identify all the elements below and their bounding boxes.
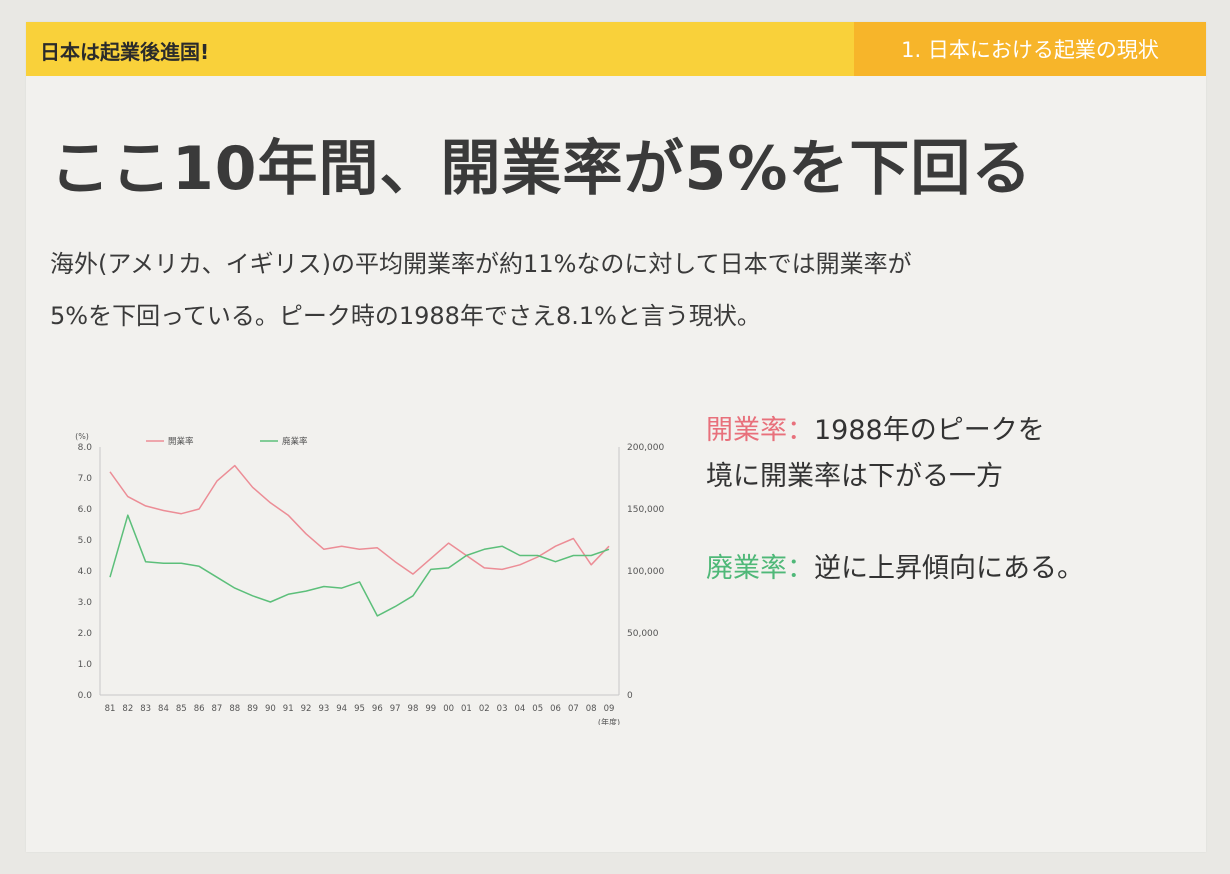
y2-tick-label: 0 <box>627 691 633 701</box>
x-tick-label: 94 <box>336 704 347 714</box>
y-unit-label: (%) <box>75 432 89 441</box>
header-bar: 日本は起業後進国! 1. 日本における起業の現状 <box>26 22 1206 76</box>
y-tick-label: 7.0 <box>78 474 93 484</box>
x-tick-label: 91 <box>283 704 294 714</box>
y2-tick-label: 100,000 <box>627 567 664 577</box>
x-tick-label: 86 <box>194 704 205 714</box>
legend-label-close: 廃業率 <box>282 436 308 447</box>
body-text: 海外(アメリカ、イギリス)の平均開業率が約11%なのに対して日本では開業率が 5… <box>50 238 1130 342</box>
x-tick-label: 95 <box>354 704 365 714</box>
note-open-label: 開業率： <box>706 415 814 446</box>
note-close-text: 逆に上昇傾向にある。 <box>814 553 1084 584</box>
y2-tick-label: 150,000 <box>627 505 664 515</box>
x-tick-label: 89 <box>247 704 258 714</box>
chart-svg: (%) 0.0 1.0 2.0 3.0 4.0 5.0 6.0 7.0 8.0 0 50,000 100… <box>75 432 664 725</box>
x-tick-label: 83 <box>140 704 151 714</box>
y2-tick-label: 50,000 <box>627 629 659 639</box>
y-tick-label: 2.0 <box>78 629 93 639</box>
open-rate-line <box>109 464 610 575</box>
x-tick-label: 04 <box>514 704 525 714</box>
x-tick-label: 02 <box>479 704 490 714</box>
x-tick-label: 84 <box>158 704 169 714</box>
x-tick-label: 97 <box>390 704 401 714</box>
x-tick-label: 08 <box>586 704 597 714</box>
note-open-text-1: 1988年のピークを <box>814 415 1045 446</box>
x-unit-label: (年度) <box>598 717 620 725</box>
body-line-1: 海外(アメリカ、イギリス)の平均開業率が約11%なのに対して日本では開業率が <box>50 250 912 278</box>
slide: 日本は起業後進国! 1. 日本における起業の現状 <box>26 22 1206 852</box>
x-tick-label: 93 <box>318 704 329 714</box>
x-tick-label: 90 <box>265 704 276 714</box>
y-tick-label: 4.0 <box>78 567 93 577</box>
x-tick-label: 98 <box>408 704 419 714</box>
x-tick-label: 09 <box>604 704 615 714</box>
x-tick-label: 05 <box>532 704 543 714</box>
x-tick-label: 92 <box>301 704 312 714</box>
header-title: 日本は起業後進国! <box>40 40 210 64</box>
x-tick-label: 07 <box>568 704 579 714</box>
close-rate-line <box>109 514 610 617</box>
y-tick-label: 3.0 <box>78 598 93 608</box>
x-tick-label: 85 <box>176 704 187 714</box>
legend-label-open: 開業率 <box>168 436 194 447</box>
x-tick-label: 82 <box>122 704 133 714</box>
x-tick-label: 00 <box>443 704 454 714</box>
note-close-rate: 廃業率：逆に上昇傾向にある。 <box>706 546 1084 592</box>
body-line-2: 5%を下回っている。ピーク時の1988年でさえ8.1%と言う現状。 <box>50 302 761 330</box>
note-close-label: 廃業率： <box>706 553 814 584</box>
y-tick-label: 5.0 <box>78 536 93 546</box>
x-tick-label: 06 <box>550 704 561 714</box>
chart: (%) 0.0 1.0 2.0 3.0 4.0 5.0 6.0 7.0 8.0 0 50,000 100… <box>44 395 684 725</box>
x-tick-label: 99 <box>425 704 436 714</box>
y2-tick-label: 200,000 <box>627 443 664 453</box>
y-tick-label: 0.0 <box>78 691 93 701</box>
y-tick-label: 8.0 <box>78 443 93 453</box>
x-tick-label: 87 <box>212 704 223 714</box>
x-tick-label: 81 <box>105 704 116 714</box>
section-label: 1. 日本における起業の現状 <box>854 22 1206 76</box>
note-open-text-2: 境に開業率は下がる一方 <box>706 461 1003 492</box>
y-tick-label: 6.0 <box>78 505 93 515</box>
note-open-rate: 開業率：1988年のピークを 境に開業率は下がる一方 <box>706 408 1045 500</box>
x-tick-label: 88 <box>229 704 240 714</box>
x-tick-label: 96 <box>372 704 383 714</box>
x-tick-label: 01 <box>461 704 472 714</box>
x-tick-label: 03 <box>497 704 508 714</box>
y-tick-label: 1.0 <box>78 660 93 670</box>
page-title: ここ10年間、開業率が5%を下回る <box>50 134 1033 204</box>
